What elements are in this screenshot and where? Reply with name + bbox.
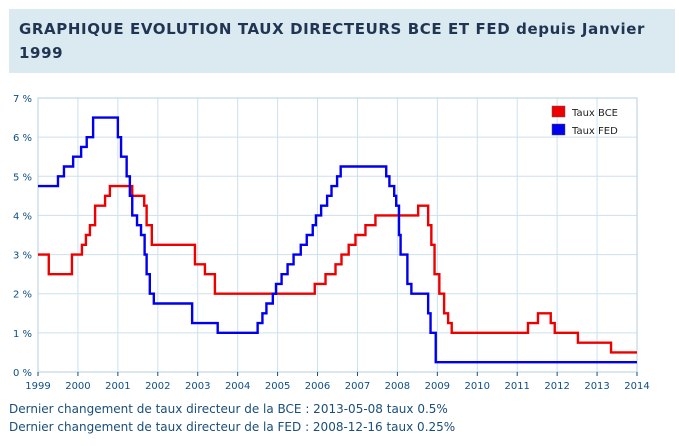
x-tick-label: 2005 [265, 381, 290, 392]
fed-last-change: Dernier changement de taux directeur de … [9, 420, 456, 434]
title-banner: GRAPHIQUE EVOLUTION TAUX DIRECTEURS BCE … [9, 9, 675, 73]
y-tick-label: 2 % [13, 290, 32, 301]
x-tick-label: 2002 [145, 381, 170, 392]
series-line-taux-fed [38, 116, 637, 364]
plot-area [38, 98, 637, 372]
legend-label-taux-fed: Taux FED [571, 126, 618, 137]
x-tick-label: 2012 [544, 381, 569, 392]
x-tick-label: 1999 [25, 381, 50, 392]
rate-chart: 0 % 1 % 2 % 3 % 4 % 5 % 6 % 7 % 1999 2000 2001 2002… [0, 86, 679, 398]
chart-svg: 0 % 1 % 2 % 3 % 4 % 5 % 6 % 7 % 1999 2000 2001 2002… [13, 94, 650, 392]
y-tick-label: 0 % [13, 368, 32, 379]
x-tick-label: 2008 [385, 381, 410, 392]
plot-border [37, 97, 638, 373]
y-tick-label: 1 % [13, 329, 32, 340]
y-tick-label: 5 % [13, 172, 32, 183]
x-tick-label: 2013 [584, 381, 609, 392]
y-tick-label: 3 % [13, 251, 32, 262]
y-tick-label: 4 % [13, 211, 32, 222]
x-tick-label: 2007 [345, 381, 370, 392]
x-tick-label: 2010 [465, 381, 490, 392]
y-tick-label: 6 % [13, 133, 32, 144]
series-line-taux-bce [38, 184, 637, 354]
x-tick-label: 2004 [225, 381, 250, 392]
x-tick-label: 2014 [624, 381, 649, 392]
y-tick-label: 7 % [13, 94, 32, 105]
legend-swatch-taux-fed [551, 123, 566, 136]
x-tick-label: 2003 [185, 381, 210, 392]
x-tick-label: 2009 [425, 381, 450, 392]
legend-swatch-taux-bce [551, 105, 566, 118]
x-tick-label: 2001 [105, 381, 130, 392]
bce-last-change: Dernier changement de taux directeur de … [9, 402, 448, 416]
page-title: GRAPHIQUE EVOLUTION TAUX DIRECTEURS BCE … [19, 20, 646, 62]
x-tick-label: 2011 [504, 381, 529, 392]
legend-label-taux-bce: Taux BCE [571, 108, 618, 119]
x-tick-label: 2006 [305, 381, 330, 392]
x-tick-label: 2000 [65, 381, 90, 392]
